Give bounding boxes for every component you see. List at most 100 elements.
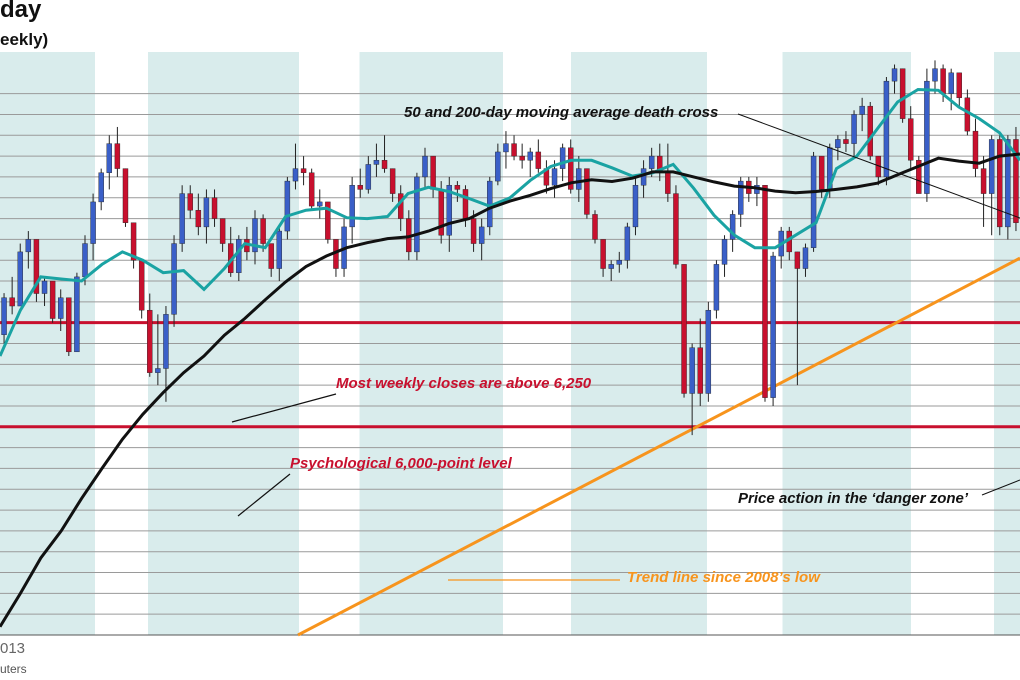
candle-body — [478, 226, 485, 244]
candle-body — [66, 297, 72, 353]
leader-6000 — [237, 473, 291, 517]
candle-body — [292, 168, 299, 182]
candle-body — [252, 218, 258, 253]
candle-body — [916, 160, 922, 194]
candle-body — [33, 239, 40, 294]
candle-body — [446, 185, 452, 236]
candle-body — [284, 180, 291, 232]
candle-body — [114, 143, 121, 169]
annotation-leaders — [231, 113, 1020, 581]
candle-body — [818, 155, 825, 190]
annotation-6000: Psychological 6,000-point level — [290, 455, 513, 472]
candle-body — [74, 276, 80, 353]
reference-lines — [0, 321, 1020, 429]
candle-body — [349, 185, 355, 228]
candle-body — [211, 197, 218, 219]
gridlines — [0, 93, 1020, 636]
candle-body — [470, 218, 477, 244]
candle-body — [705, 309, 712, 394]
chart-title: day — [0, 0, 42, 23]
candle-body — [559, 147, 566, 169]
candle-body — [576, 168, 582, 190]
candle-body — [268, 243, 274, 269]
candle-body — [762, 185, 768, 398]
candle-body — [90, 201, 96, 244]
moving-average-200-line — [0, 152, 1020, 628]
candle-body — [171, 243, 177, 315]
candle-body — [25, 239, 32, 253]
candle-body — [389, 168, 396, 194]
candle-body — [1, 297, 7, 335]
candle-body — [568, 147, 574, 190]
candle-body — [9, 297, 15, 307]
candle-body — [851, 114, 857, 144]
candle-body — [276, 230, 282, 269]
candle-body — [300, 168, 307, 173]
candle-body — [527, 151, 533, 161]
candle-body — [511, 143, 517, 157]
chart-subtitle: eekly) — [0, 30, 49, 49]
candle-body — [632, 185, 639, 228]
candle-body — [422, 155, 428, 178]
candle-body — [535, 151, 542, 169]
candle-body — [82, 243, 88, 278]
candle-body — [98, 172, 104, 203]
candle-body — [980, 168, 987, 194]
moving-average-50-line — [0, 87, 1020, 357]
candle-body — [1005, 139, 1011, 228]
candle-body — [810, 155, 817, 248]
candle-body — [503, 143, 509, 153]
candle-body — [260, 218, 266, 244]
candle-body — [802, 247, 809, 269]
candle-body — [495, 151, 501, 182]
candle-body — [665, 172, 671, 194]
candle-body — [187, 193, 193, 211]
candle-body — [147, 309, 153, 373]
source-note: uters — [0, 662, 27, 676]
candle-body — [713, 264, 720, 311]
candle-body — [519, 155, 525, 161]
candle-body — [357, 185, 363, 190]
annotation-danger-zone: Price action in the ‘danger zone’ — [738, 490, 969, 507]
candle-body — [721, 239, 728, 265]
candle-body — [899, 68, 906, 119]
candle-body — [738, 180, 744, 215]
candle-body — [997, 139, 1003, 228]
candle-body — [317, 201, 323, 207]
candle-body — [843, 139, 849, 144]
candle-body — [794, 251, 801, 269]
candle-body — [17, 251, 23, 307]
candle-body — [924, 80, 930, 194]
candle-body — [891, 68, 898, 82]
candle-body — [41, 280, 48, 294]
candle-body — [908, 118, 914, 161]
annotation-death-cross: 50 and 200-day moving average death cros… — [404, 104, 718, 121]
candle-body — [325, 201, 331, 240]
candle-body — [835, 139, 841, 148]
leader-danger-zone — [981, 479, 1020, 496]
candle-body — [689, 347, 695, 394]
candle-body — [49, 280, 56, 319]
candle-body — [155, 368, 161, 373]
candle-body — [673, 193, 679, 265]
candle-body — [130, 222, 137, 261]
candle-body — [770, 255, 776, 398]
candle-body — [624, 226, 631, 261]
candle-body — [462, 189, 469, 219]
candle-body — [940, 68, 946, 94]
candle-body — [179, 193, 185, 244]
candle-body — [373, 160, 380, 165]
candle-body — [948, 72, 954, 94]
candle-body — [138, 260, 145, 311]
candle-body — [236, 239, 242, 273]
candle-body — [883, 80, 890, 178]
candle-body — [58, 297, 64, 319]
candle-body — [592, 214, 598, 240]
candle-body — [195, 210, 202, 228]
candle-body — [608, 264, 614, 269]
candle-body — [1013, 139, 1019, 223]
candle-body — [729, 214, 736, 240]
candle-body — [867, 105, 873, 157]
